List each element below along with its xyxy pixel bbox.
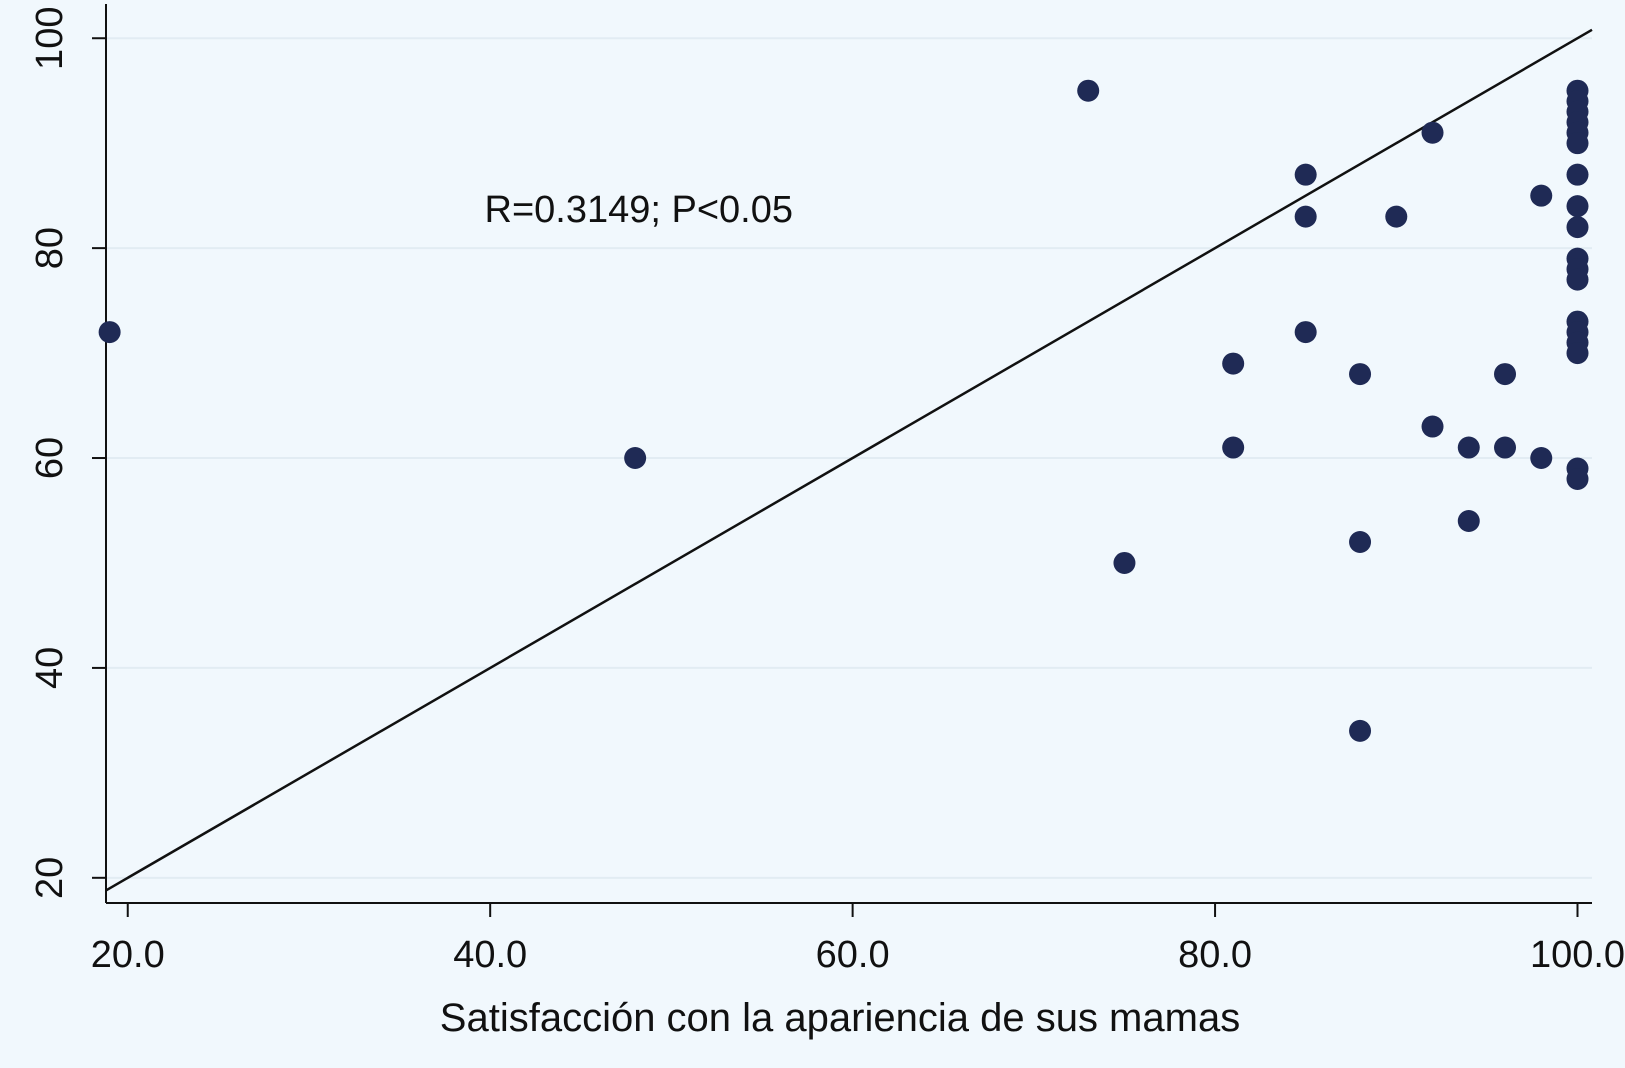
x-tick-label: 100.0 [1530, 934, 1625, 976]
data-point [1349, 719, 1372, 742]
data-point [1294, 163, 1317, 186]
data-point [1530, 447, 1553, 470]
data-point [1421, 121, 1444, 144]
y-tick-label: 40 [29, 647, 71, 689]
gridlines [106, 37, 1592, 879]
y-tick-label: 80 [29, 227, 71, 269]
data-point [1566, 342, 1589, 365]
data-point [1566, 132, 1589, 155]
data-point [1566, 195, 1589, 218]
data-point [1530, 184, 1553, 207]
data-point [1457, 436, 1480, 459]
data-point [1385, 205, 1408, 228]
data-point [624, 447, 647, 470]
data-point [1566, 468, 1589, 491]
data-point [1566, 163, 1589, 186]
data-point [1294, 205, 1317, 228]
data-point [1294, 321, 1317, 344]
x-axis-title: Satisfacción con la apariencia de sus ma… [440, 996, 1240, 1040]
data-point [1494, 436, 1517, 459]
correlation-annotation: R=0.3149; P<0.05 [485, 189, 793, 231]
data-point [1077, 79, 1100, 102]
y-tick-label: 20 [29, 857, 71, 899]
data-point [1494, 363, 1517, 386]
data-point [1113, 551, 1136, 574]
axes: 20 40 60 80 100 20.0 40.0 60.0 80.0 100.0 [29, 4, 1625, 976]
y-tick-label: 100 [29, 7, 71, 70]
x-tick-label: 40.0 [453, 934, 527, 976]
data-point [98, 321, 121, 344]
data-point [1566, 216, 1589, 239]
data-point [1222, 436, 1245, 459]
reference-line-layer [105, 28, 1593, 892]
x-tick-label: 20.0 [91, 934, 165, 976]
x-tick-label: 80.0 [1178, 934, 1252, 976]
data-point [1349, 363, 1372, 386]
y-tick-label: 60 [29, 437, 71, 479]
data-point [1222, 352, 1245, 375]
data-point [1566, 268, 1589, 291]
data-point [1349, 530, 1372, 553]
reference-line [105, 28, 1593, 892]
data-points [98, 79, 1589, 742]
data-point [1421, 415, 1444, 438]
x-tick-label: 60.0 [816, 934, 890, 976]
data-point [1457, 509, 1480, 532]
